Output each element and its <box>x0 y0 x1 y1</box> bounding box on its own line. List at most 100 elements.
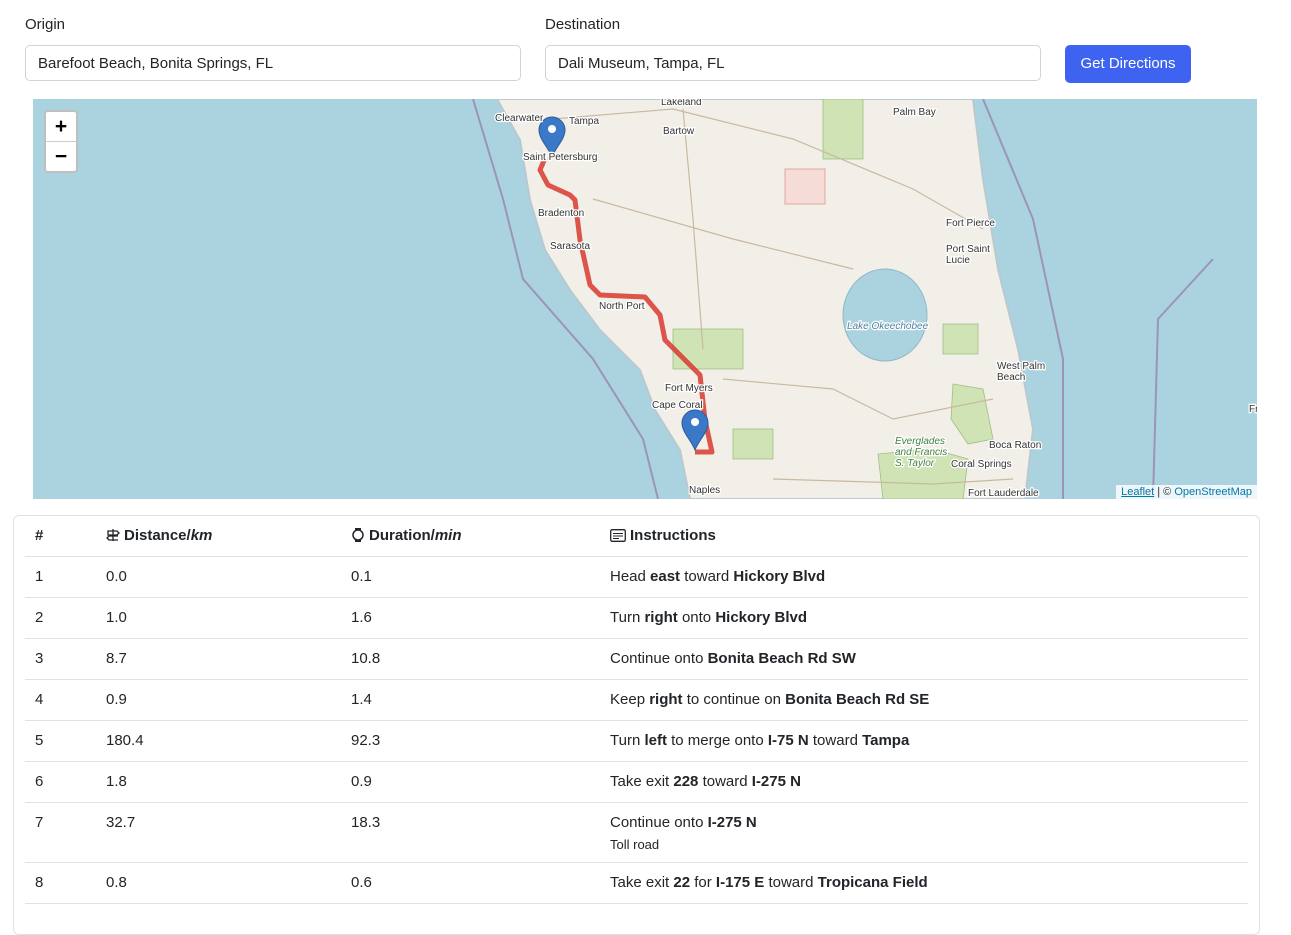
table-row: 4 0.9 1.4 Keep right to continue on Bonita … <box>25 680 1248 721</box>
map-label: Naples <box>689 485 720 496</box>
map-label: West Palm <box>997 361 1045 372</box>
step-cell: 1 <box>35 568 44 585</box>
map-label: Port Saint <box>946 244 990 255</box>
instruction-bold: Tampa <box>862 732 910 749</box>
table-row: 3 8.7 10.8 Continue onto Bonita Beach Rd SW <box>25 639 1248 680</box>
distance-unit: km <box>190 527 213 544</box>
attribution: Leaflet | © OpenStreetMap <box>1116 485 1257 499</box>
instruction-text: Head <box>610 568 651 585</box>
instruction-bold: Bonita Beach Rd SE <box>785 691 930 708</box>
attribution-separator: | © <box>1157 486 1172 498</box>
road <box>682 108 704 350</box>
distance-cell: 8.7 <box>106 650 127 667</box>
map-label: Palm Bay <box>893 107 936 118</box>
instructions-label: Instructions <box>630 527 716 544</box>
instruction-bold: Hickory Blvd <box>715 609 808 626</box>
instruction-text: Turn <box>610 732 645 749</box>
map-label: Fr <box>1249 404 1257 415</box>
distance-cell: 1.0 <box>106 609 127 626</box>
page-body: Origin Barefoot Beach, Bonita Springs, F… <box>13 16 1260 935</box>
instruction-bold: east <box>650 568 681 585</box>
instruction-cell: Turn left to merge onto I-75 N toward Ta… <box>610 721 1248 749</box>
instruction-note: Toll road <box>610 837 660 852</box>
lake-okeechobee <box>842 268 928 362</box>
zoom-out[interactable]: − <box>46 141 76 171</box>
map-label: Lake Okeechobee <box>847 321 929 332</box>
header-duration: Duration/min <box>351 516 610 544</box>
map-label: Everglades <box>895 436 945 447</box>
signpost-icon <box>106 529 120 541</box>
origin-input[interactable]: Barefoot Beach, Bonita Springs, FL <box>25 45 521 81</box>
instruction-text: toward <box>808 732 863 749</box>
distance-cell: 1.8 <box>106 773 127 790</box>
table-row: 5 180.4 92.3 Turn left to merge onto I-75 N… <box>25 721 1248 762</box>
instruction-bold: Tropicana Field <box>817 874 928 891</box>
instruction-text: Keep <box>610 691 650 708</box>
marker-pin <box>681 409 709 452</box>
park <box>942 323 979 355</box>
road <box>772 478 1014 485</box>
map-labels: Lakeland Clearwater Tampa Bartow Palm Bay Sai… <box>494 99 1257 499</box>
instruction-bold: 22 <box>673 874 691 891</box>
step-cell: 8 <box>35 874 44 891</box>
table-row: 7 32.7 18.3 Continue onto I-275 N Toll road <box>25 803 1248 863</box>
table-row: 6 1.8 0.9 Take exit 228 toward I-275 N <box>25 762 1248 803</box>
duration-unit: min <box>434 527 462 544</box>
page: Directions {"form": {"origin_label": "Or… <box>13 16 1260 935</box>
get-directions-button[interactable]: Get Directions <box>1065 45 1191 83</box>
map-label: Lucie <box>946 255 970 266</box>
duration-cell: 18.3 <box>351 814 381 831</box>
origin-marker <box>681 409 709 452</box>
map-label: Fort Pierce <box>946 218 995 229</box>
instruction-text: toward <box>764 874 818 891</box>
zoom-in[interactable]: + <box>54 115 68 138</box>
map-canvas: Lakeland Clearwater Tampa Bartow Palm Bay Sai… <box>472 99 1257 499</box>
park <box>950 383 994 445</box>
instruction-text: Take exit <box>610 773 674 790</box>
distance-cell: 0.0 <box>106 568 127 585</box>
roads <box>552 108 1014 485</box>
road <box>722 378 994 420</box>
instruction-bold: I-75 N <box>767 732 809 749</box>
instruction-bold: 228 <box>673 773 699 790</box>
instruction-bold: I-275 N <box>751 773 801 790</box>
map-label: Tampa <box>569 116 599 127</box>
duration-cell: 10.8 <box>351 650 381 667</box>
park <box>672 328 744 370</box>
distance-cell: 180.4 <box>106 732 144 749</box>
directions-table: # Distance/km Duration/min Instructions … <box>13 515 1260 935</box>
instruction-cell: Head east toward Hickory Blvd <box>610 557 1248 585</box>
osm-link[interactable]: OpenStreetMap <box>1174 486 1252 498</box>
destination-input[interactable]: Dali Museum, Tampa, FL <box>545 45 1041 81</box>
instruction-text: to merge onto <box>666 732 768 749</box>
leaflet-link[interactable]: Leaflet <box>1121 486 1155 498</box>
duration-cell: 1.6 <box>351 609 372 626</box>
map-label: Clearwater <box>495 113 544 124</box>
route <box>537 157 715 455</box>
instruction-cell: Turn right onto Hickory Blvd <box>610 598 1248 626</box>
distance-cell: 32.7 <box>106 814 136 831</box>
step-cell: 2 <box>35 609 44 626</box>
instruction-text: onto <box>677 609 716 626</box>
table-row: 8 0.8 0.6 Take exit 22 for I-175 E toward T… <box>25 863 1248 904</box>
map-label: Beach <box>997 372 1025 383</box>
map-label: Coral Springs <box>951 459 1012 470</box>
instruction-bold: Bonita Beach Rd SW <box>707 650 856 667</box>
land <box>495 99 1035 499</box>
park <box>822 99 864 160</box>
instruction-text: Take exit <box>610 874 674 891</box>
instruction-bold: Hickory Blvd <box>733 568 826 585</box>
destination-label: Destination <box>545 16 621 33</box>
instruction-bold: left <box>644 732 667 749</box>
instruction-cell: Continue onto I-275 N Toll road <box>610 803 1248 862</box>
road <box>592 198 854 270</box>
table-row: 1 0.0 0.1 Head east toward Hickory Blvd <box>25 557 1248 598</box>
instruction-text: toward <box>680 568 734 585</box>
outer-boundary <box>472 99 659 499</box>
instruction-text: for <box>690 874 716 891</box>
road <box>552 108 984 230</box>
map[interactable]: Lakeland Clearwater Tampa Bartow Palm Bay Sai… <box>33 99 1257 499</box>
instruction-text: Turn <box>610 609 645 626</box>
step-cell: 6 <box>35 773 44 790</box>
step-cell: 5 <box>35 732 44 749</box>
